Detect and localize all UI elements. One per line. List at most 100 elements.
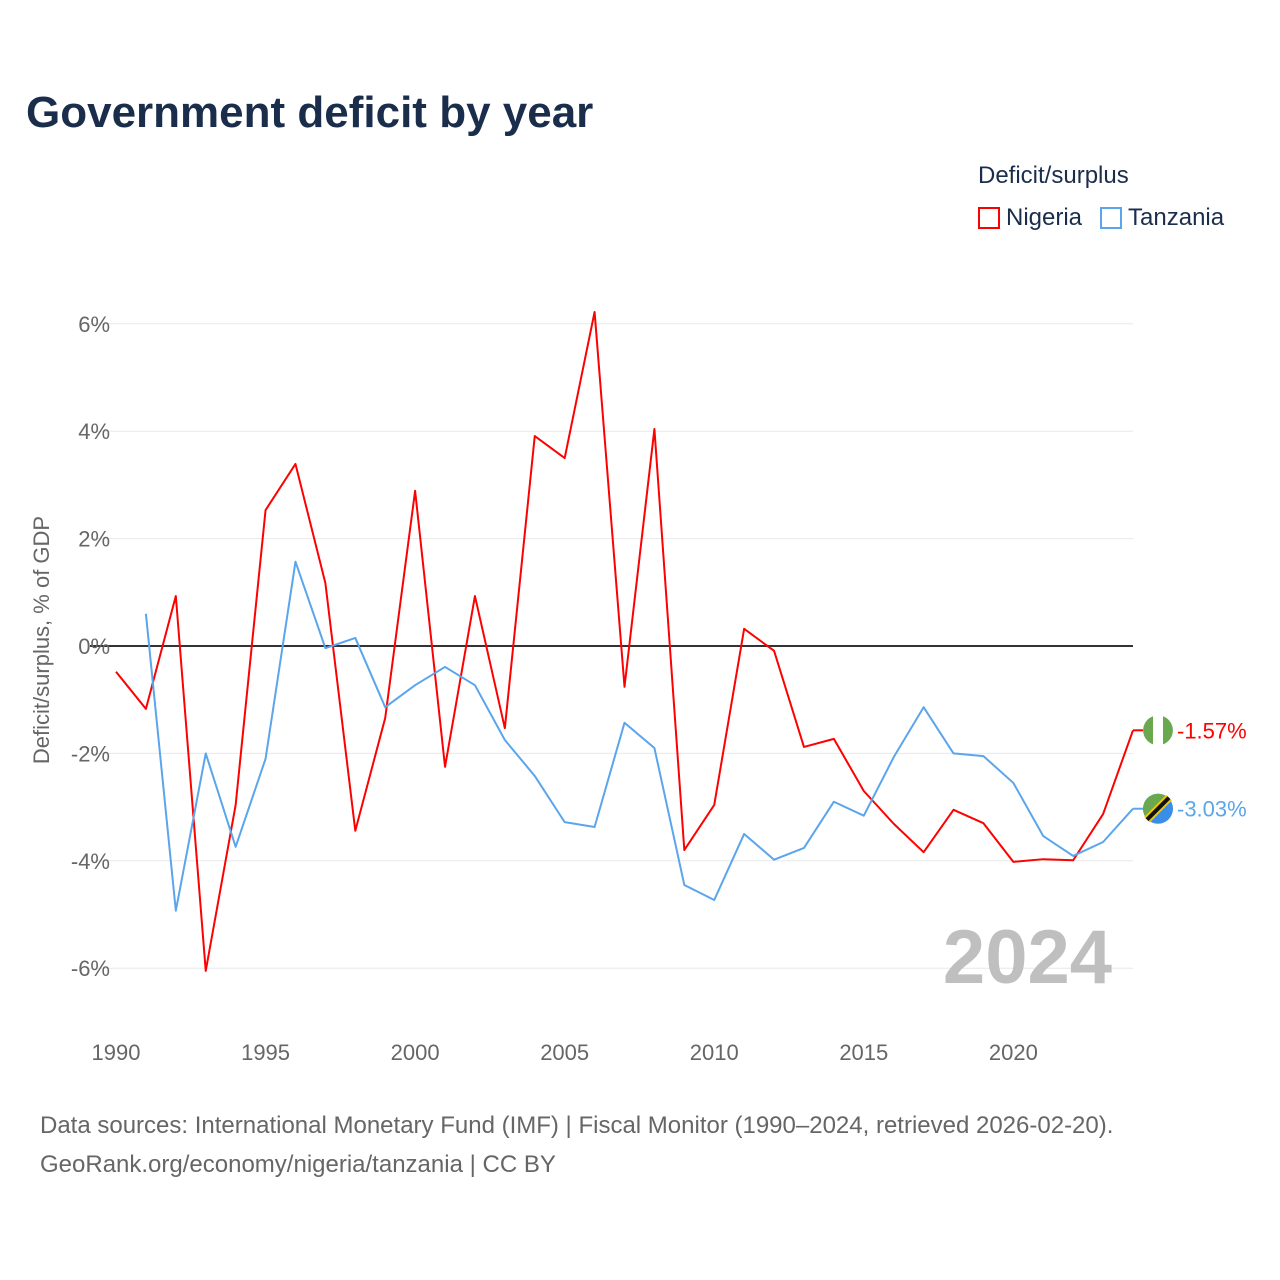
y-tick-label: 4% xyxy=(78,419,110,444)
data-point-tanzania xyxy=(592,824,598,830)
data-point-tanzania xyxy=(233,844,239,850)
data-point-tanzania xyxy=(861,813,867,819)
data-point-tanzania xyxy=(143,611,149,617)
data-point-tanzania xyxy=(203,750,209,756)
data-point-tanzania xyxy=(173,908,179,914)
data-point-tanzania xyxy=(622,720,628,726)
y-tick-label: -4% xyxy=(71,849,110,874)
data-point-tanzania xyxy=(921,704,927,710)
data-point-nigeria xyxy=(472,593,478,599)
data-point-nigeria xyxy=(113,669,119,675)
nigeria-flag-icon xyxy=(1143,716,1153,745)
data-point-tanzania xyxy=(502,737,508,743)
series-line-tanzania xyxy=(144,560,1134,912)
legend-swatch-tanzania xyxy=(1100,207,1123,229)
data-point-nigeria xyxy=(382,715,388,721)
x-tick-label: 2015 xyxy=(839,1040,888,1065)
nigeria-flag-icon xyxy=(1163,716,1173,745)
data-point-nigeria xyxy=(292,461,298,467)
data-point-tanzania xyxy=(1010,780,1016,786)
data-point-tanzania xyxy=(472,682,478,688)
data-point-nigeria xyxy=(1040,856,1046,862)
series-line-nigeria xyxy=(115,310,1134,972)
y-tick-label: -6% xyxy=(71,956,110,981)
data-point-nigeria xyxy=(771,648,777,654)
data-point-tanzania xyxy=(412,682,418,688)
x-tick-label: 2010 xyxy=(690,1040,739,1065)
tanzania-flag-icon xyxy=(1145,796,1171,822)
legend-label-tanzania: Tanzania xyxy=(1128,204,1225,231)
data-point-tanzania xyxy=(741,831,747,837)
legend-swatch-nigeria xyxy=(978,207,1000,229)
data-point-nigeria xyxy=(352,828,358,834)
y-tick-label: 0% xyxy=(78,634,110,659)
year-watermark: 2024 xyxy=(943,915,1112,1000)
y-tick-label: 6% xyxy=(78,312,110,337)
x-tick-label: 1995 xyxy=(241,1040,290,1065)
url-line[interactable]: GeoRank.org/economy/nigeria/tanzania | C… xyxy=(40,1151,556,1178)
data-point-tanzania xyxy=(322,645,328,651)
data-point-tanzania xyxy=(711,897,717,903)
data-point-nigeria xyxy=(622,684,628,690)
data-point-nigeria xyxy=(532,433,538,439)
x-tick-label: 2020 xyxy=(989,1040,1038,1065)
data-point-nigeria xyxy=(980,820,986,826)
data-point-nigeria xyxy=(1100,811,1106,817)
data-point-tanzania xyxy=(1070,853,1076,859)
data-point-tanzania xyxy=(980,753,986,759)
x-tick-label: 2005 xyxy=(540,1040,589,1065)
end-value-label: -3.03% xyxy=(1177,797,1247,822)
data-point-nigeria xyxy=(801,744,807,750)
data-point-nigeria xyxy=(203,968,209,974)
y-tick-label: -2% xyxy=(71,741,110,766)
data-point-tanzania xyxy=(562,819,568,825)
data-point-tanzania xyxy=(1040,833,1046,839)
x-tick-label: 1990 xyxy=(92,1040,141,1065)
data-point-nigeria xyxy=(951,807,957,813)
data-point-tanzania xyxy=(352,635,358,641)
data-point-nigeria xyxy=(711,802,717,808)
data-point-nigeria xyxy=(412,488,418,494)
data-point-tanzania xyxy=(951,750,957,756)
end-value-label: -1.57% xyxy=(1177,718,1247,743)
data-point-tanzania xyxy=(651,745,657,751)
footer: Data sources: International Monetary Fun… xyxy=(40,1106,1113,1184)
data-point-nigeria xyxy=(681,847,687,853)
data-point-tanzania xyxy=(292,559,298,565)
y-tick-label: 2% xyxy=(78,527,110,552)
legend-label-nigeria: Nigeria xyxy=(1006,204,1083,231)
data-point-tanzania xyxy=(382,704,388,710)
data-point-tanzania xyxy=(532,773,538,779)
data-point-nigeria xyxy=(502,725,508,731)
data-point-tanzania xyxy=(831,799,837,805)
data-point-nigeria xyxy=(233,802,239,808)
legend-item-tanzania[interactable]: Tanzania xyxy=(1100,204,1224,232)
data-point-nigeria xyxy=(263,507,269,513)
data-point-nigeria xyxy=(891,821,897,827)
data-point-tanzania xyxy=(263,756,269,762)
source-line: Data sources: International Monetary Fun… xyxy=(40,1112,1114,1139)
data-point-nigeria xyxy=(651,426,657,432)
legend: Nigeria Tanzania xyxy=(978,204,1224,232)
data-point-tanzania xyxy=(801,845,807,851)
chart-title: Government deficit by year xyxy=(26,88,594,137)
data-point-nigeria xyxy=(921,849,927,855)
x-tick-label: 2000 xyxy=(391,1040,440,1065)
data-point-tanzania xyxy=(681,882,687,888)
data-point-tanzania xyxy=(771,857,777,863)
legend-item-nigeria[interactable]: Nigeria xyxy=(978,204,1082,232)
data-point-nigeria xyxy=(861,788,867,794)
data-point-nigeria xyxy=(741,626,747,632)
data-point-tanzania xyxy=(891,754,897,760)
data-point-nigeria xyxy=(562,455,568,461)
data-point-nigeria xyxy=(173,593,179,599)
legend-title: Deficit/surplus xyxy=(978,162,1129,189)
data-point-tanzania xyxy=(1100,839,1106,845)
data-point-nigeria xyxy=(831,736,837,742)
data-point-tanzania xyxy=(442,664,448,670)
data-point-nigeria xyxy=(442,764,448,770)
data-point-nigeria xyxy=(1010,859,1016,865)
data-point-nigeria xyxy=(143,706,149,712)
data-point-nigeria xyxy=(592,309,598,315)
